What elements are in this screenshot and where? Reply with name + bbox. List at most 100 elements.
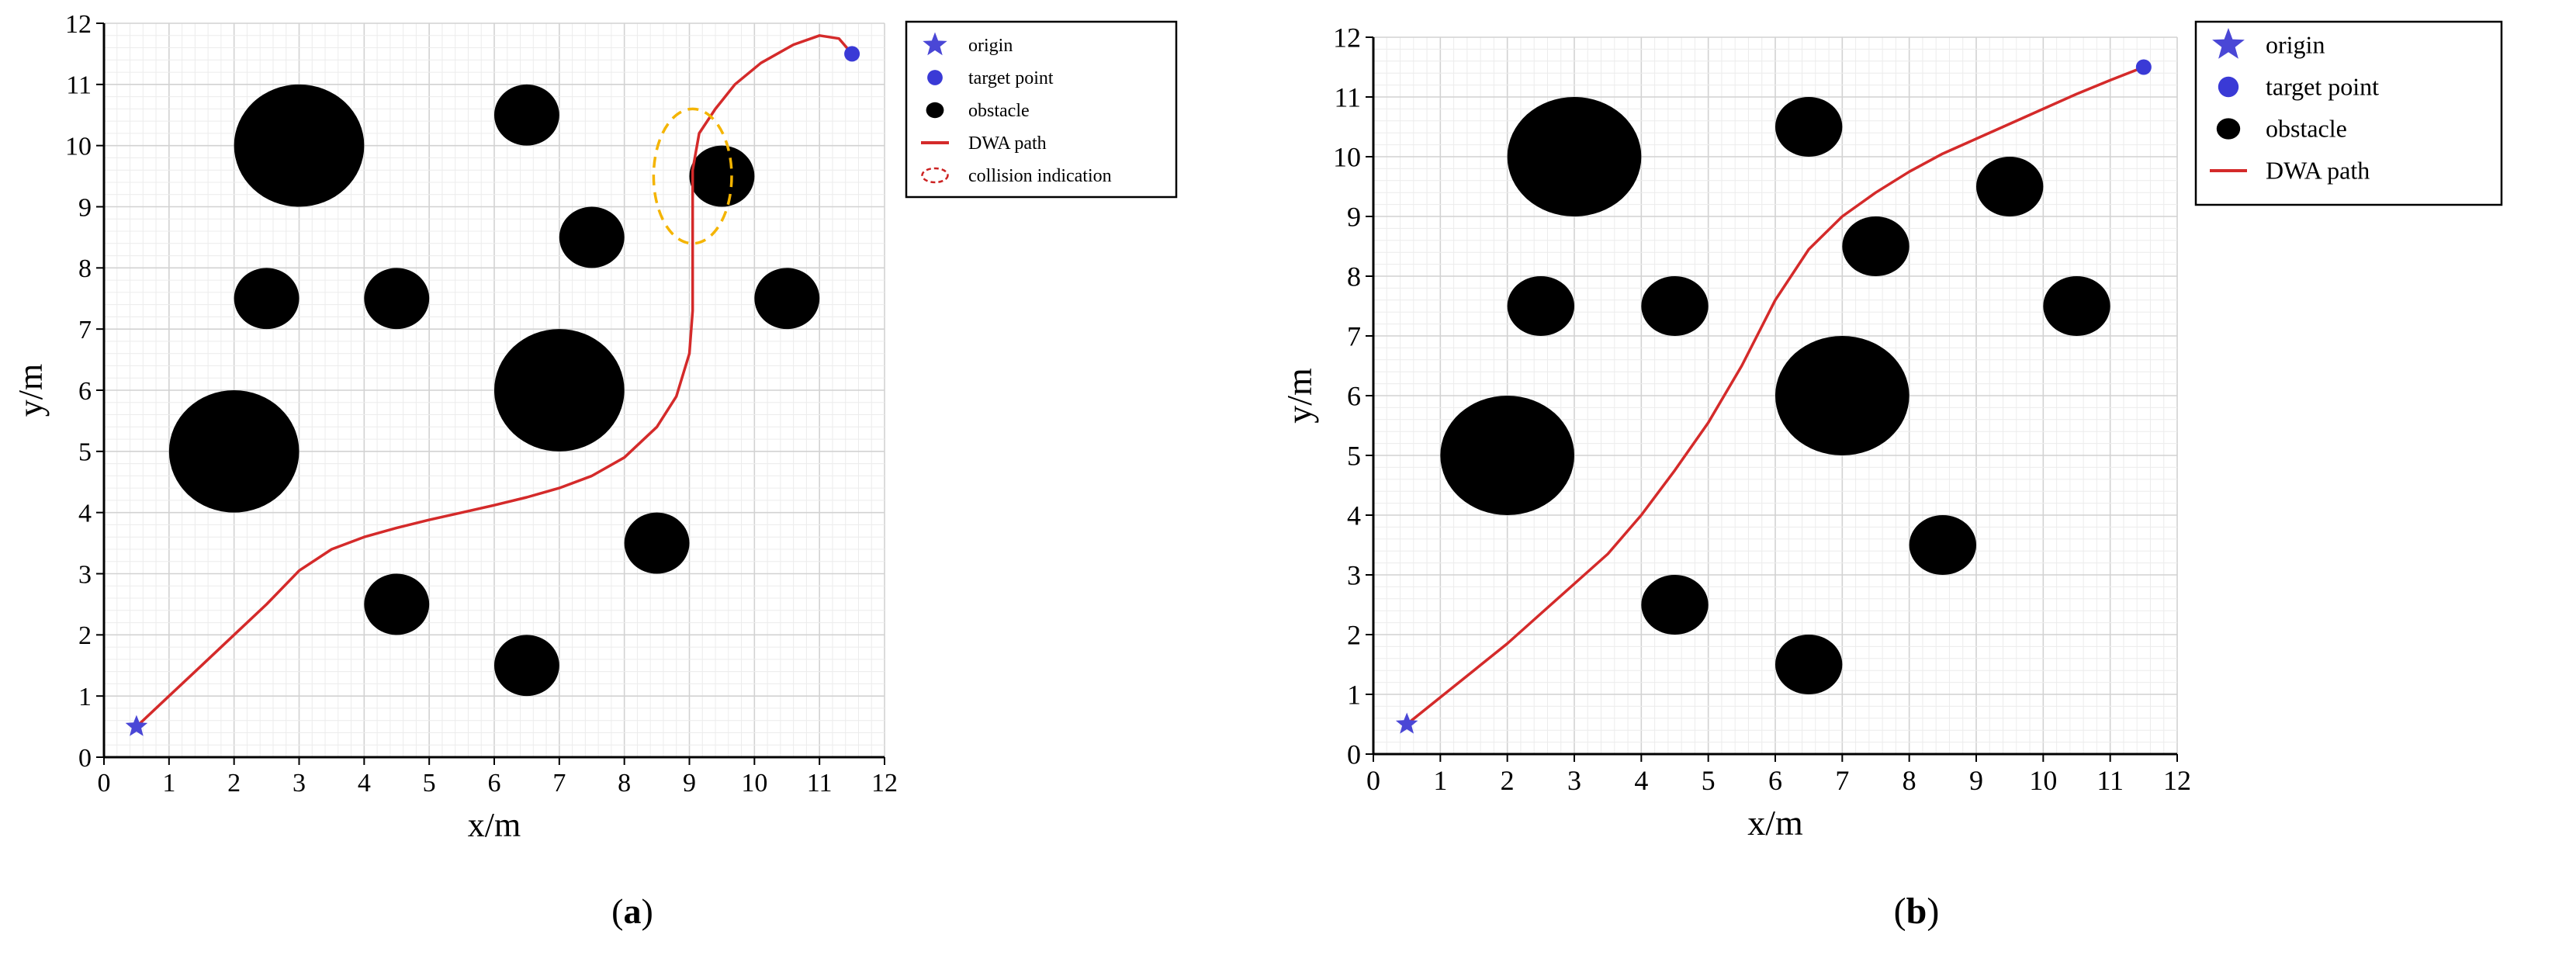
x-tick-label: 6: [488, 769, 501, 798]
chart-panel-a: 0 1 2 3 4 5 6 7 8 9 10 11 120123456789101112x/my/mor…: [12, 10, 1178, 931]
panel-label: (b): [1894, 891, 1940, 932]
obstacles: [1440, 97, 2110, 694]
obstacle: [494, 635, 559, 697]
obstacle: [494, 329, 625, 452]
obstacle: [234, 84, 365, 207]
legend-label: collision indication: [968, 166, 1112, 186]
obstacle: [1842, 216, 1909, 276]
panel-label-open: (: [1894, 891, 1906, 932]
x-tick-label: 9: [683, 769, 696, 798]
origin-marker: [125, 715, 148, 736]
y-tick-label: 0: [78, 744, 92, 773]
panel-label-open: (: [611, 891, 623, 931]
legend-label: target point: [2266, 73, 2379, 101]
panel-label: (a): [611, 891, 653, 931]
legend-obstacle-icon: [2216, 118, 2241, 140]
y-tick-label: 9: [78, 193, 92, 222]
x-tick-label: 1: [162, 769, 175, 798]
obstacle: [624, 512, 690, 574]
x-tick-label: 3: [1567, 765, 1581, 796]
y-tick-label: 3: [1347, 560, 1361, 591]
y-tick-label: 12: [1333, 22, 1361, 54]
y-axis-title: y/m: [1279, 368, 1319, 424]
x-tick-label: 10: [2029, 765, 2057, 796]
x-tick-label: 10: [741, 769, 767, 798]
obstacle: [689, 145, 755, 207]
legend-label: obstacle: [968, 101, 1030, 121]
target-marker: [844, 46, 860, 62]
dwa-path: [135, 34, 853, 728]
obstacle: [2043, 276, 2110, 336]
y-tick-label: 6: [1347, 381, 1361, 412]
x-tick-labels: 0 1 2 3 4 5 6 7 8 9 10 11 12: [98, 757, 898, 798]
obstacle: [364, 268, 430, 330]
panel-label-close: ): [642, 891, 653, 931]
x-tick-label: 0: [1366, 765, 1380, 796]
legend-label: obstacle: [2266, 115, 2347, 143]
x-tick-label: 11: [807, 769, 833, 798]
obstacle: [1641, 575, 1709, 635]
legend-collision-icon: [921, 167, 949, 184]
obstacle: [1775, 97, 1843, 157]
legend-target-icon: [927, 70, 943, 85]
obstacle: [1909, 515, 1976, 575]
y-tick-label: 12: [65, 10, 92, 39]
x-tick-label: 1: [1433, 765, 1447, 796]
x-axis-title: x/m: [468, 806, 521, 844]
obstacle: [1507, 276, 1575, 336]
obstacle: [1440, 396, 1574, 515]
y-tick-label: 0: [1347, 739, 1361, 770]
grid: [103, 22, 885, 758]
collision-indication: [652, 107, 733, 245]
obstacle: [1641, 276, 1709, 336]
legend: origin target point obstacle DWA path collis…: [905, 20, 1178, 199]
y-tick-label: 1: [1347, 680, 1361, 711]
obstacle: [168, 389, 299, 513]
panel-label-letter: a: [624, 891, 642, 931]
legend-obstacle-icon: [926, 102, 944, 119]
y-tick-label: 4: [1347, 500, 1361, 531]
legend-box: [905, 20, 1178, 199]
x-tick-label: 12: [2163, 765, 2191, 796]
legend-box: [2194, 20, 2503, 206]
legend-label: DWA path: [2266, 157, 2370, 185]
chart-panel-b: 0 1 2 3 4 5 6 7 8 9 10 11 120123456789101112x/my/mor…: [1279, 20, 2503, 932]
y-tick-label: 7: [1347, 321, 1361, 352]
y-tick-label: 5: [78, 438, 92, 467]
x-tick-label: 9: [1969, 765, 1983, 796]
x-tick-label: 8: [618, 769, 631, 798]
target-marker: [2135, 59, 2152, 75]
obstacles: [168, 84, 820, 697]
x-tick-label: 5: [1702, 765, 1716, 796]
legend-label: origin: [2266, 31, 2325, 59]
y-tick-label: 2: [1347, 620, 1361, 651]
x-tick-label: 7: [1835, 765, 1849, 796]
y-tick-label: 8: [1347, 261, 1361, 292]
y-tick-label: 8: [78, 254, 92, 283]
legend-label: DWA path: [968, 133, 1047, 154]
x-tick-label: 5: [423, 769, 436, 798]
x-tick-label: 4: [1634, 765, 1648, 796]
y-tick-label: 10: [1333, 142, 1361, 173]
legend-target-icon: [2218, 76, 2239, 98]
obstacle: [1775, 635, 1843, 694]
obstacle: [1976, 157, 2044, 216]
legend: origin target point obstacle DWA path: [2194, 20, 2503, 206]
y-tick-label: 9: [1347, 202, 1361, 233]
x-tick-labels: 0 1 2 3 4 5 6 7 8 9 10 11 12: [1366, 754, 2191, 796]
legend-origin-icon: [2212, 28, 2245, 59]
y-tick-label: 11: [66, 71, 92, 100]
x-tick-label: 12: [871, 769, 898, 798]
obstacle: [494, 84, 559, 146]
x-tick-label: 7: [552, 769, 566, 798]
y-tick-label: 11: [1334, 82, 1361, 113]
x-tick-label: 0: [98, 769, 111, 798]
x-tick-label: 4: [358, 769, 371, 798]
y-tick-label: 10: [65, 133, 92, 161]
y-tick-label: 1: [78, 683, 92, 711]
obstacle: [1775, 336, 1909, 455]
y-axis-title: y/m: [12, 364, 50, 417]
x-tick-label: 11: [2096, 765, 2124, 796]
